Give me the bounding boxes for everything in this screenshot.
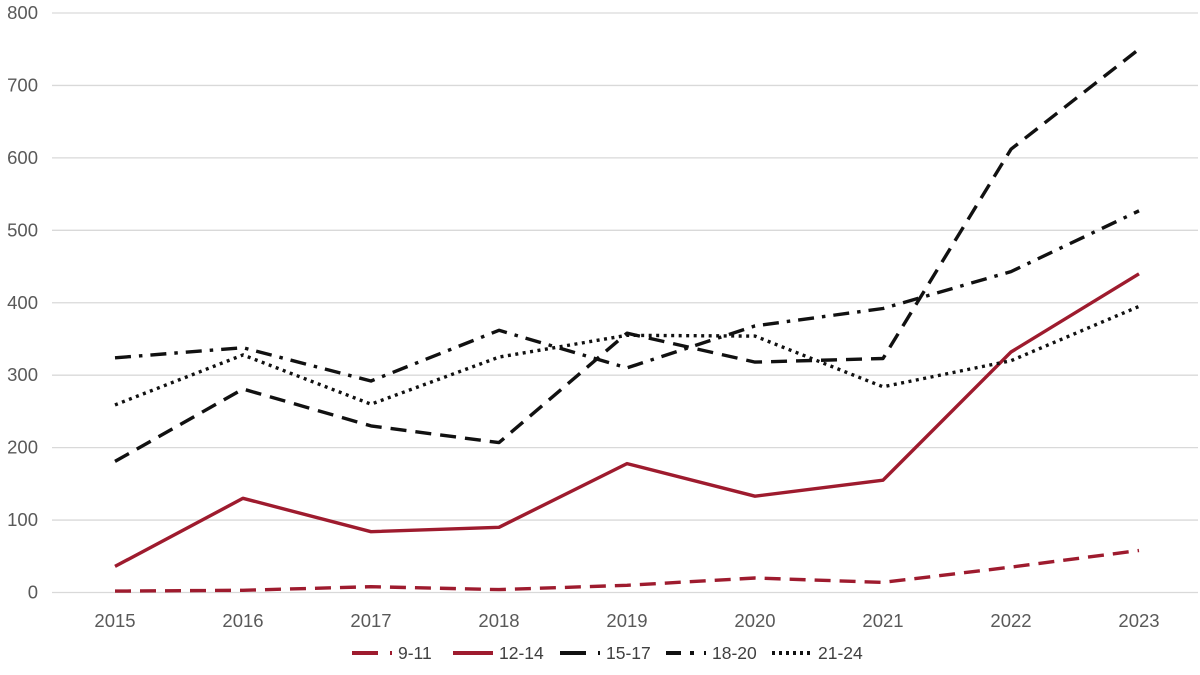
- y-axis-tick-label: 600: [7, 147, 38, 168]
- y-axis-tick-label: 200: [7, 437, 38, 458]
- legend-label-12-14: 12-14: [499, 643, 544, 663]
- legend-label-9-11: 9-11: [398, 643, 432, 663]
- series-line-18-20: [114, 209, 1140, 383]
- x-axis-tick-label: 2017: [350, 610, 391, 631]
- legend-item: 18-20: [666, 643, 757, 663]
- series-line-9-11: [114, 548, 1140, 593]
- y-axis-tick-label: 400: [7, 292, 38, 313]
- series-line-12-14: [114, 272, 1140, 568]
- x-axis-tick-label: 2023: [1118, 610, 1159, 631]
- y-axis-tick-label: 0: [28, 582, 38, 603]
- legend-item: 21-24: [772, 643, 863, 663]
- y-axis-tick-label: 100: [7, 509, 38, 530]
- x-axis-tick-label: 2021: [862, 610, 903, 631]
- x-axis-tick-label: 2019: [606, 610, 647, 631]
- x-axis-tick-label: 2018: [478, 610, 519, 631]
- series-line-21-24: [114, 304, 1140, 407]
- legend-item: 9-11: [352, 643, 432, 663]
- x-axis-tick-label: 2022: [990, 610, 1031, 631]
- y-axis-tick-label: 300: [7, 364, 38, 385]
- x-axis-tick-label: 2020: [734, 610, 775, 631]
- series-line-15-17: [114, 47, 1141, 463]
- legend-label-15-17: 15-17: [606, 643, 651, 663]
- legend-label-21-24: 21-24: [818, 643, 863, 663]
- x-axis-tick-label: 2016: [222, 610, 263, 631]
- legend-item: 15-17: [560, 643, 651, 663]
- legend-item: 12-14: [453, 643, 544, 663]
- y-axis-tick-label: 800: [7, 2, 38, 23]
- x-axis-tick-label: 2015: [94, 610, 135, 631]
- y-axis-tick-label: 500: [7, 219, 38, 240]
- y-axis-tick-label: 700: [7, 74, 38, 95]
- legend-label-18-20: 18-20: [712, 643, 757, 663]
